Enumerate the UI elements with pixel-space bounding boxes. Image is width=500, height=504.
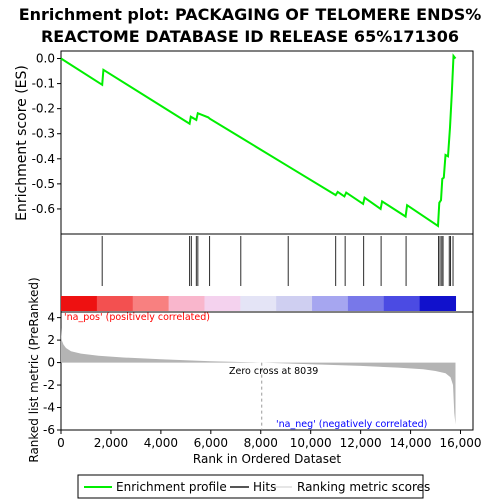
es-y-tick-label: -0.6 bbox=[32, 202, 55, 216]
es-y-tick-label: -0.1 bbox=[32, 77, 55, 91]
x-tick-label: 16,000 bbox=[440, 436, 482, 450]
es-panel-frame bbox=[60, 50, 474, 235]
negative-correlation-label: 'na_neg' (negatively correlated) bbox=[276, 419, 427, 430]
rank-color-band-segment bbox=[419, 296, 457, 311]
chart-title-line-2: REACTOME DATABASE ID RELEASE 65%171306 bbox=[41, 27, 459, 46]
metric-y-tick-label: 4 bbox=[47, 311, 55, 325]
x-tick-label: 14,000 bbox=[390, 436, 432, 450]
rank-color-band bbox=[61, 296, 457, 311]
chart-title-line-1: Enrichment plot: PACKAGING OF TELOMERE E… bbox=[19, 5, 482, 24]
x-tick-label: 4,000 bbox=[144, 436, 178, 450]
metric-y-tick-label: -4 bbox=[43, 401, 55, 415]
legend-label-enrichment-profile: Enrichment profile bbox=[116, 480, 227, 494]
metric-y-axis-label: Ranked list metric (PreRanked) bbox=[27, 277, 41, 462]
zero-cross-label: Zero cross at 8039 bbox=[229, 366, 318, 377]
hit-markers bbox=[101, 236, 454, 286]
legend-frame bbox=[77, 474, 424, 499]
rank-color-band-segment bbox=[347, 296, 385, 311]
ranked-metric-panel: 4 2 0 -2 -4 -6 0 2,000 4,000 6,000 8,000 10,000 12,… bbox=[27, 277, 482, 466]
metric-y-tick-label: 0 bbox=[47, 356, 55, 370]
x-tick-label: 12,000 bbox=[340, 436, 382, 450]
enrichment-score-panel: 0.0 -0.1 -0.2 -0.3 -0.4 -0.5 -0.6 Enrichment s… bbox=[14, 50, 474, 235]
rank-color-band-segment bbox=[61, 296, 98, 311]
rank-color-band-segment bbox=[276, 296, 313, 311]
x-tick-label: 2,000 bbox=[94, 436, 128, 450]
rank-color-band-segment bbox=[240, 296, 277, 311]
metric-y-ticks: 4 2 0 -2 -4 -6 bbox=[43, 311, 61, 437]
x-tick-label: 10,000 bbox=[290, 436, 332, 450]
chart-legend: Enrichment profile Hits Ranking metric s… bbox=[77, 474, 430, 499]
metric-x-ticks: 0 2,000 4,000 6,000 8,000 10,000 12,000 14,000 1… bbox=[57, 430, 482, 450]
es-y-ticks: 0.0 -0.1 -0.2 -0.3 -0.4 -0.5 -0.6 bbox=[32, 52, 61, 216]
hits-panel bbox=[60, 233, 474, 313]
rank-color-band-segment bbox=[204, 296, 241, 311]
x-tick-label: 0 bbox=[57, 436, 65, 450]
es-y-tick-label: -0.4 bbox=[32, 152, 55, 166]
rank-color-band-segment bbox=[168, 296, 205, 311]
es-y-tick-label: -0.2 bbox=[32, 102, 55, 116]
rank-color-band-segment bbox=[132, 296, 170, 311]
rank-color-band-segment bbox=[312, 296, 349, 311]
legend-label-hits: Hits bbox=[253, 480, 276, 494]
x-axis-label: Rank in Ordered Dataset bbox=[193, 452, 341, 466]
rank-color-band-segment bbox=[383, 296, 421, 311]
metric-panel-frame bbox=[60, 311, 474, 431]
x-tick-label: 6,000 bbox=[194, 436, 228, 450]
x-tick-label: 8,000 bbox=[244, 436, 278, 450]
enrichment-profile-line bbox=[60, 53, 457, 228]
es-y-tick-label: -0.5 bbox=[32, 177, 55, 191]
es-y-tick-label: 0.0 bbox=[36, 52, 55, 66]
metric-y-tick-label: 2 bbox=[47, 333, 55, 347]
metric-y-tick-label: -2 bbox=[43, 378, 55, 392]
positive-correlation-label: 'na_pos' (positively correlated) bbox=[64, 312, 210, 323]
legend-label-ranking-metric-scores: Ranking metric scores bbox=[297, 480, 430, 494]
metric-y-tick-label: -6 bbox=[43, 423, 55, 437]
es-y-tick-label: -0.3 bbox=[32, 127, 55, 141]
rank-color-band-segment bbox=[96, 296, 134, 311]
es-y-axis-label: Enrichment score (ES) bbox=[14, 65, 30, 221]
